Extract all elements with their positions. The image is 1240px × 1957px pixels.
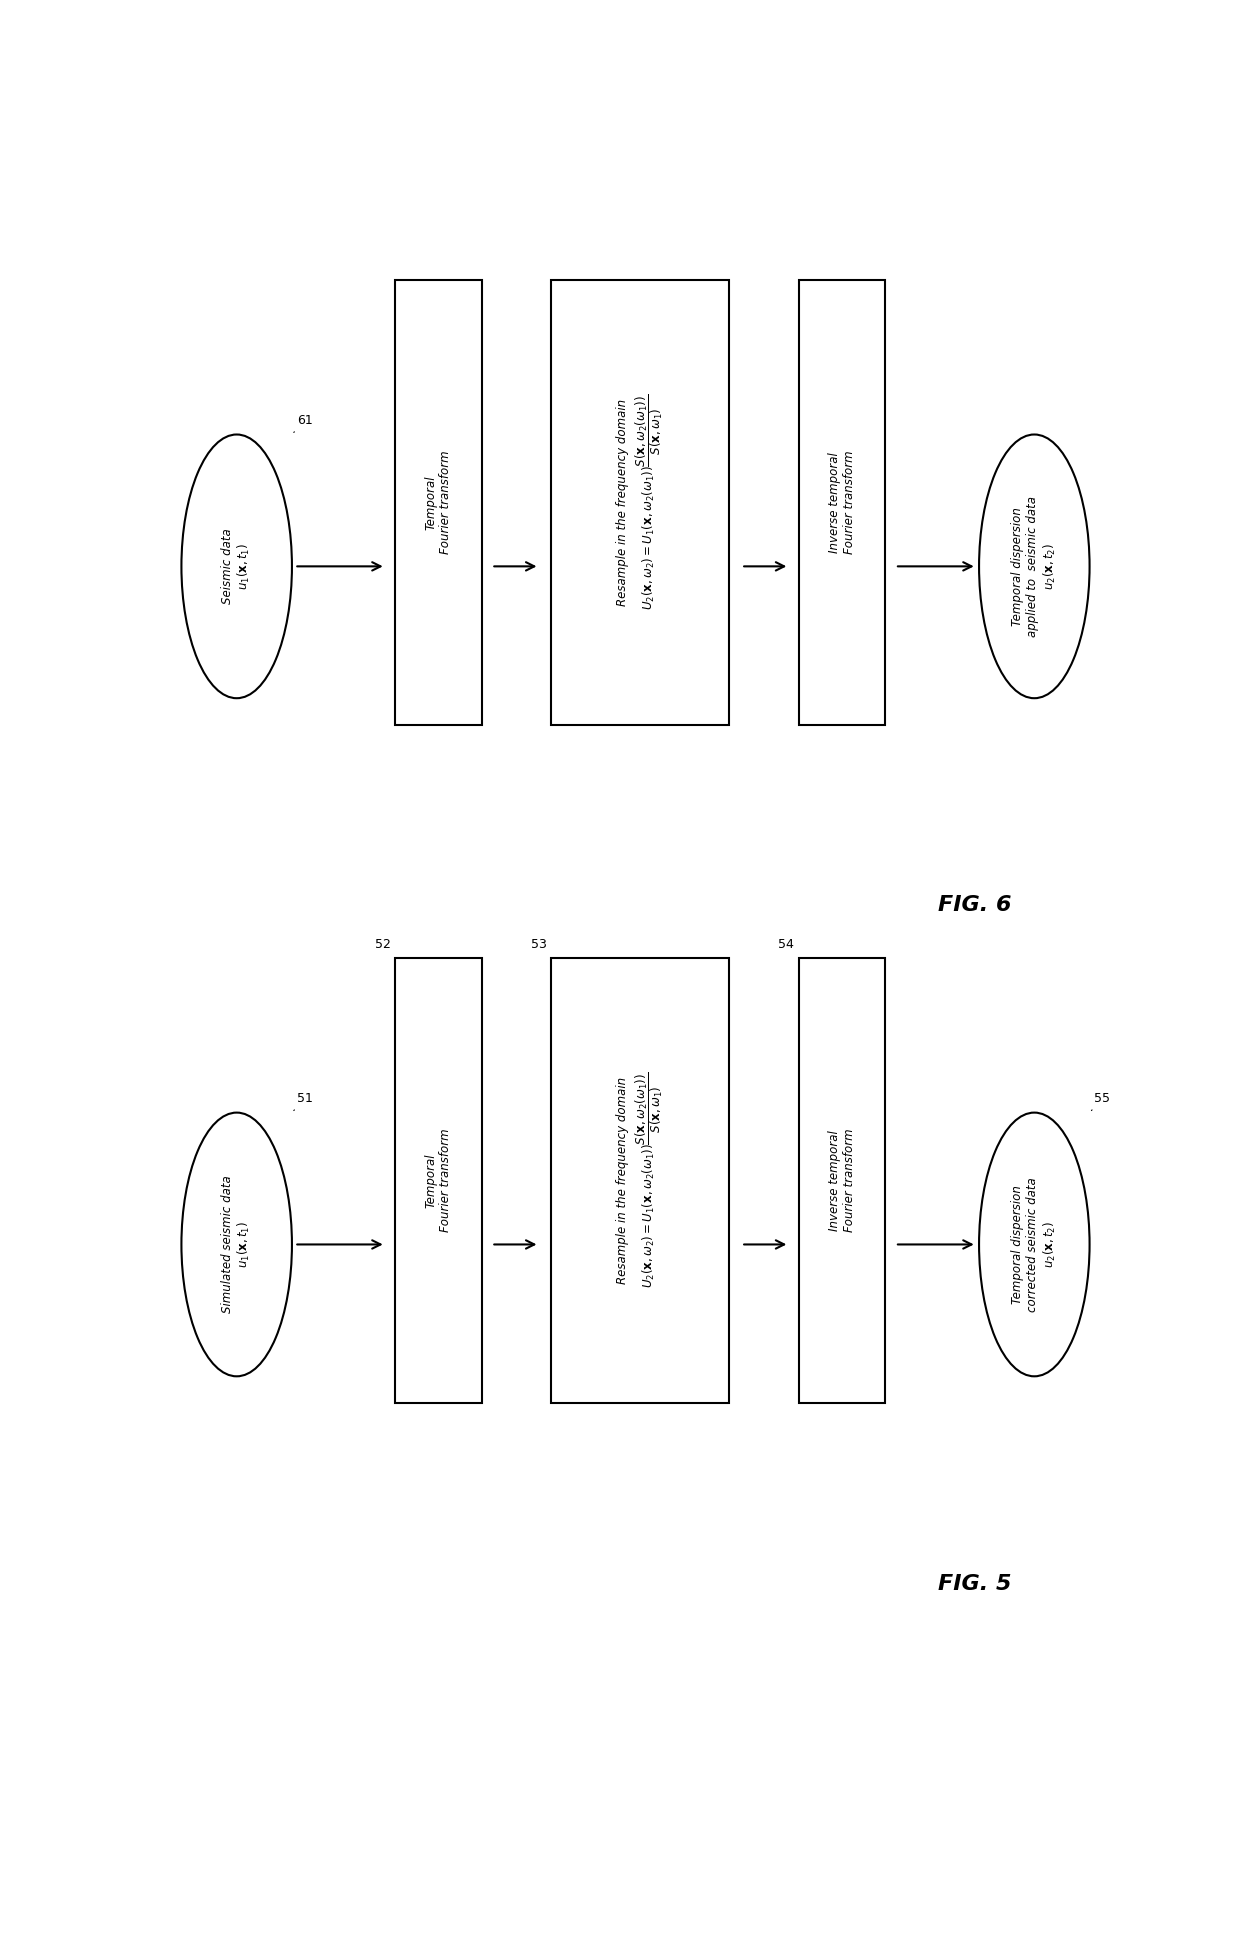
Bar	[396, 959, 481, 1403]
Text: Temporal
Fourier transform: Temporal Fourier transform	[424, 1129, 453, 1233]
Text: 55: 55	[1091, 1092, 1110, 1110]
Text: FIG. 6: FIG. 6	[939, 896, 1012, 916]
Text: Temporal dispersion
corrected seismic data
$u_2(\mathbf{x}, t_2)$: Temporal dispersion corrected seismic da…	[1011, 1176, 1058, 1311]
Text: 51: 51	[294, 1092, 312, 1110]
Text: Resample in the frequency domain
$U_2(\mathbf{x}, \omega_2) = U_1(\mathbf{x}, \o: Resample in the frequency domain $U_2(\m…	[616, 393, 665, 611]
Text: 54: 54	[779, 937, 794, 951]
Text: Inverse temporal
Fourier transform: Inverse temporal Fourier transform	[828, 450, 856, 554]
Text: 52: 52	[374, 937, 391, 951]
Text: Temporal
Fourier transform: Temporal Fourier transform	[424, 450, 453, 554]
Text: 61: 61	[294, 415, 312, 432]
Bar	[552, 280, 729, 724]
Text: Temporal dispersion
applied to  seismic data
$u_2(\mathbf{x}, t_2)$: Temporal dispersion applied to seismic d…	[1011, 495, 1058, 636]
Bar	[552, 959, 729, 1403]
Text: Simulated seismic data
$u_1(\mathbf{x}, t_1)$: Simulated seismic data $u_1(\mathbf{x}, …	[221, 1176, 253, 1313]
Text: Inverse temporal
Fourier transform: Inverse temporal Fourier transform	[828, 1129, 856, 1233]
Bar	[396, 280, 481, 724]
Text: FIG. 5: FIG. 5	[939, 1573, 1012, 1593]
Text: Seismic data
$u_1(\mathbf{x}, t_1)$: Seismic data $u_1(\mathbf{x}, t_1)$	[221, 528, 253, 605]
Text: 53: 53	[531, 937, 547, 951]
Bar	[799, 959, 885, 1403]
Bar	[799, 280, 885, 724]
Text: Resample in the frequency domain
$U_2(\mathbf{x}, \omega_2) = U_1(\mathbf{x}, \o: Resample in the frequency domain $U_2(\m…	[616, 1072, 665, 1288]
